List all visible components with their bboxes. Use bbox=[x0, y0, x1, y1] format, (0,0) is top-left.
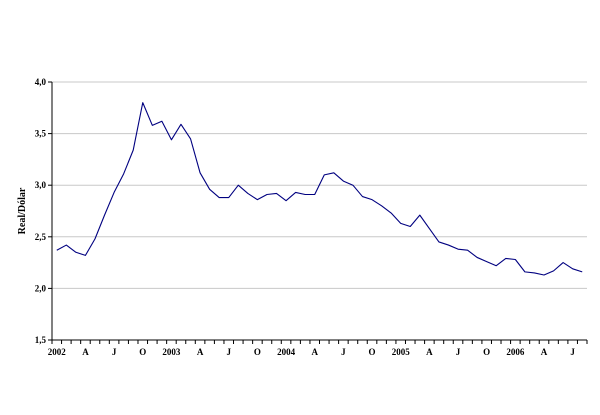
y-tick-label: 2,0 bbox=[35, 283, 47, 293]
data-point bbox=[94, 238, 96, 240]
data-point bbox=[352, 184, 354, 186]
data-point bbox=[75, 251, 77, 253]
data-point bbox=[247, 192, 249, 194]
axes bbox=[48, 81, 588, 344]
data-point bbox=[314, 193, 316, 195]
x-tick-label: J bbox=[112, 347, 117, 357]
data-point bbox=[237, 184, 239, 186]
x-tick-label: A bbox=[197, 347, 204, 357]
data-point bbox=[142, 101, 144, 103]
data-point bbox=[524, 271, 526, 273]
data-point bbox=[304, 193, 306, 195]
data-point bbox=[428, 227, 430, 229]
data-point bbox=[438, 241, 440, 243]
data-point bbox=[323, 174, 325, 176]
data-point bbox=[65, 244, 67, 246]
data-point bbox=[275, 192, 277, 194]
y-tick-label: 2,5 bbox=[35, 232, 47, 242]
x-tick-label: O bbox=[483, 347, 490, 357]
data-point bbox=[266, 193, 268, 195]
data-point bbox=[371, 198, 373, 200]
data-point bbox=[457, 248, 459, 250]
data-point bbox=[505, 257, 507, 259]
data-point bbox=[419, 214, 421, 216]
x-tick-label: J bbox=[341, 347, 346, 357]
data-point bbox=[180, 123, 182, 125]
data-point bbox=[199, 172, 201, 174]
data-point bbox=[189, 138, 191, 140]
x-tick-label: 2002 bbox=[48, 347, 67, 357]
x-tick-label: J bbox=[456, 347, 461, 357]
x-tick-label: 2003 bbox=[162, 347, 181, 357]
data-point bbox=[132, 149, 134, 151]
data-point bbox=[122, 173, 124, 175]
data-point bbox=[514, 258, 516, 260]
y-tick-label: 4,0 bbox=[35, 77, 47, 87]
data-point bbox=[342, 180, 344, 182]
data-point bbox=[380, 205, 382, 207]
x-tick-label: J bbox=[570, 347, 575, 357]
data-point bbox=[113, 191, 115, 193]
data-point bbox=[294, 191, 296, 193]
data-point bbox=[533, 272, 535, 274]
y-tick-label: 3,0 bbox=[35, 180, 47, 190]
data-point bbox=[476, 256, 478, 258]
data-point bbox=[495, 264, 497, 266]
data-point bbox=[552, 270, 554, 272]
data-point bbox=[333, 172, 335, 174]
x-tick-label: O bbox=[369, 347, 376, 357]
x-tick-label: J bbox=[226, 347, 231, 357]
data-point bbox=[562, 261, 564, 263]
data-point bbox=[218, 196, 220, 198]
x-tick-label: O bbox=[254, 347, 261, 357]
x-tick-label: A bbox=[311, 347, 318, 357]
data-point bbox=[361, 195, 363, 197]
data-point bbox=[161, 120, 163, 122]
data-point bbox=[228, 196, 230, 198]
data-points bbox=[56, 101, 584, 276]
data-point bbox=[151, 124, 153, 126]
y-axis-title: Real/Dólar bbox=[17, 187, 28, 234]
series-line-real-dolar bbox=[56, 102, 583, 276]
x-tick-labels: 2002 A J O 2003 A J O 2004 A J O 2005 A J O 2006 A J bbox=[48, 347, 576, 357]
y-tick-labels: 1,5 2,0 2,5 3,0 3,5 4,0 bbox=[35, 77, 47, 345]
data-point bbox=[170, 139, 172, 141]
x-tick-label: 2005 bbox=[392, 347, 411, 357]
data-point bbox=[84, 254, 86, 256]
data-point bbox=[56, 249, 58, 251]
data-point bbox=[409, 225, 411, 227]
x-tick-label: A bbox=[82, 347, 89, 357]
x-tick-label: A bbox=[541, 347, 548, 357]
y-tick-label: 3,5 bbox=[35, 129, 47, 139]
data-point bbox=[571, 268, 573, 270]
data-point bbox=[466, 249, 468, 251]
data-point bbox=[485, 260, 487, 262]
data-point bbox=[256, 198, 258, 200]
x-tick-label: 2004 bbox=[277, 347, 296, 357]
data-point bbox=[400, 222, 402, 224]
data-point bbox=[390, 212, 392, 214]
data-point bbox=[581, 271, 583, 273]
x-tick-label: 2006 bbox=[506, 347, 525, 357]
data-point bbox=[447, 244, 449, 246]
data-point bbox=[285, 199, 287, 201]
x-tick-label: O bbox=[139, 347, 146, 357]
data-point bbox=[208, 188, 210, 190]
data-point bbox=[543, 274, 545, 276]
data-point bbox=[103, 214, 105, 216]
x-tick-label: A bbox=[426, 347, 433, 357]
y-tick-label: 1,5 bbox=[35, 335, 47, 345]
